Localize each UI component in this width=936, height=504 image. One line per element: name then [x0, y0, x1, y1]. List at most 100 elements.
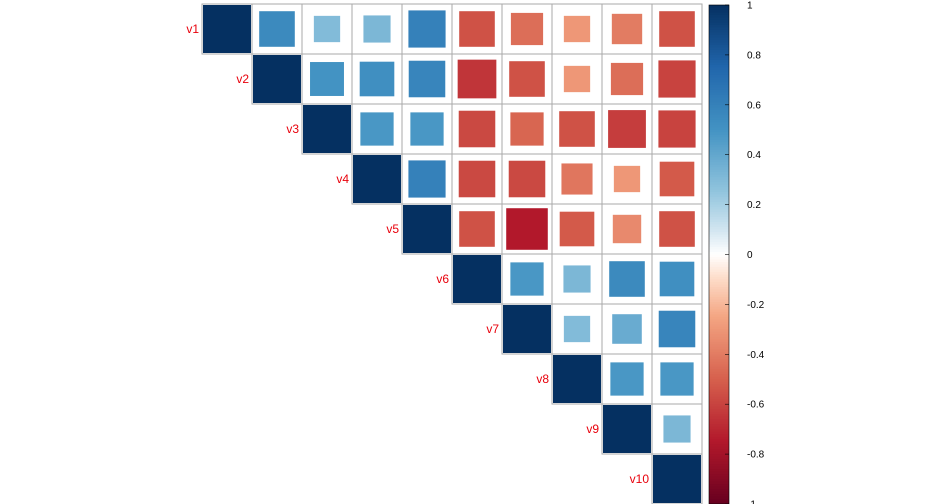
legend-color-step — [709, 52, 729, 56]
legend-color-step — [709, 311, 729, 315]
legend-tick-label: -0.4 — [747, 350, 765, 361]
legend-color-step — [709, 69, 729, 73]
cell-v2-v9 — [610, 62, 644, 96]
legend-color-step — [709, 39, 729, 44]
legend-color-step — [709, 49, 729, 54]
legend-color-step — [709, 239, 729, 243]
legend-color-step — [709, 242, 729, 246]
cell-v4-v5 — [408, 160, 446, 198]
legend-color-step — [709, 426, 729, 430]
cell-frame-v5-v9 — [601, 203, 653, 255]
legend-color-step — [709, 406, 729, 410]
legend-color-step — [709, 299, 729, 303]
legend-color-step — [709, 229, 729, 233]
legend-tick-label: 0 — [747, 250, 753, 261]
legend-color-step — [709, 169, 729, 173]
legend-color-step — [709, 346, 729, 350]
row-label-v2: v2 — [236, 72, 249, 86]
legend-color-step — [709, 74, 729, 78]
cell-v9-v10 — [663, 415, 691, 443]
legend-color-step — [709, 469, 729, 473]
cell-v4-v7 — [508, 160, 546, 198]
legend-tick-label: -0.8 — [747, 450, 765, 461]
legend-color-step — [709, 79, 729, 83]
legend-color-step — [709, 429, 729, 433]
cell-v1-v8 — [563, 15, 591, 43]
legend-color-step — [709, 42, 729, 46]
legend-color-step — [709, 349, 729, 353]
cell-v7-v7 — [503, 305, 551, 353]
legend-color-step — [709, 306, 729, 310]
legend-tick-label: 0.8 — [747, 50, 761, 61]
row-label-v8: v8 — [536, 372, 549, 386]
row-label-v6: v6 — [436, 272, 449, 286]
legend-color-step — [709, 276, 729, 281]
legend-color-step — [709, 321, 729, 325]
legend-color-step — [709, 296, 729, 301]
legend-color-step — [709, 102, 729, 106]
legend-color-step — [709, 456, 729, 460]
legend-color-step — [709, 421, 729, 425]
legend-color-step — [709, 269, 729, 273]
cell-v3-v6 — [458, 110, 496, 148]
legend-color-step — [709, 451, 729, 455]
legend-color-step — [709, 184, 729, 188]
legend-color-step — [709, 484, 729, 488]
legend-color-step — [709, 27, 729, 31]
legend-color-step — [709, 177, 729, 181]
cell-v3-v10 — [658, 110, 696, 148]
legend-color-step — [709, 494, 729, 498]
legend-color-step — [709, 237, 729, 241]
legend-color-step — [709, 107, 729, 111]
legend-color-step — [709, 471, 729, 475]
legend-color-step — [709, 334, 729, 338]
cell-v3-v3 — [303, 105, 351, 153]
legend-color-step — [709, 219, 729, 223]
cell-v2-v6 — [457, 59, 497, 99]
legend-color-step — [709, 326, 729, 330]
legend-color-step — [709, 374, 729, 378]
legend-color-step — [709, 336, 729, 340]
cell-v5-v8 — [559, 211, 595, 247]
legend-color-step — [709, 142, 729, 146]
cell-v1-v1 — [203, 5, 251, 53]
legend-color-step — [709, 129, 729, 133]
row-label-v1: v1 — [186, 22, 199, 36]
legend-color-step — [709, 109, 729, 113]
legend-color-step — [709, 212, 729, 216]
legend-color-step — [709, 29, 729, 34]
legend-color-step — [709, 391, 729, 395]
legend-color-step — [709, 207, 729, 211]
legend-color-step — [709, 64, 729, 68]
row-label-v3: v3 — [286, 122, 299, 136]
cell-v5-v10 — [659, 211, 695, 247]
legend-color-step — [709, 252, 729, 256]
legend-color-step — [709, 331, 729, 335]
legend-color-step — [709, 319, 729, 323]
cell-v2-v8 — [563, 65, 591, 93]
legend-color-step — [709, 281, 729, 286]
legend-color-step — [709, 476, 729, 480]
legend-color-step — [709, 204, 729, 208]
cell-frame-v3-v5 — [401, 103, 453, 155]
cell-v4-v8 — [561, 163, 593, 195]
legend-color-step — [709, 117, 729, 121]
legend-color-step — [709, 369, 729, 373]
legend-color-step — [709, 379, 729, 383]
legend-color-step — [709, 411, 729, 415]
legend-color-step — [709, 366, 729, 370]
legend-color-step — [709, 396, 729, 400]
legend-color-step — [709, 164, 729, 168]
legend-color-step — [709, 279, 729, 283]
legend-color-step — [709, 194, 729, 198]
legend-color-step — [709, 474, 729, 478]
row-label-v5: v5 — [386, 222, 399, 236]
legend-color-step — [709, 209, 729, 213]
legend-color-step — [709, 454, 729, 458]
cell-v9-v9 — [603, 405, 651, 453]
cell-v8-v10 — [660, 362, 694, 396]
legend-color-step — [709, 159, 729, 163]
legend-color-step — [709, 316, 729, 320]
legend-color-step — [709, 37, 729, 41]
legend-color-step — [709, 189, 729, 193]
